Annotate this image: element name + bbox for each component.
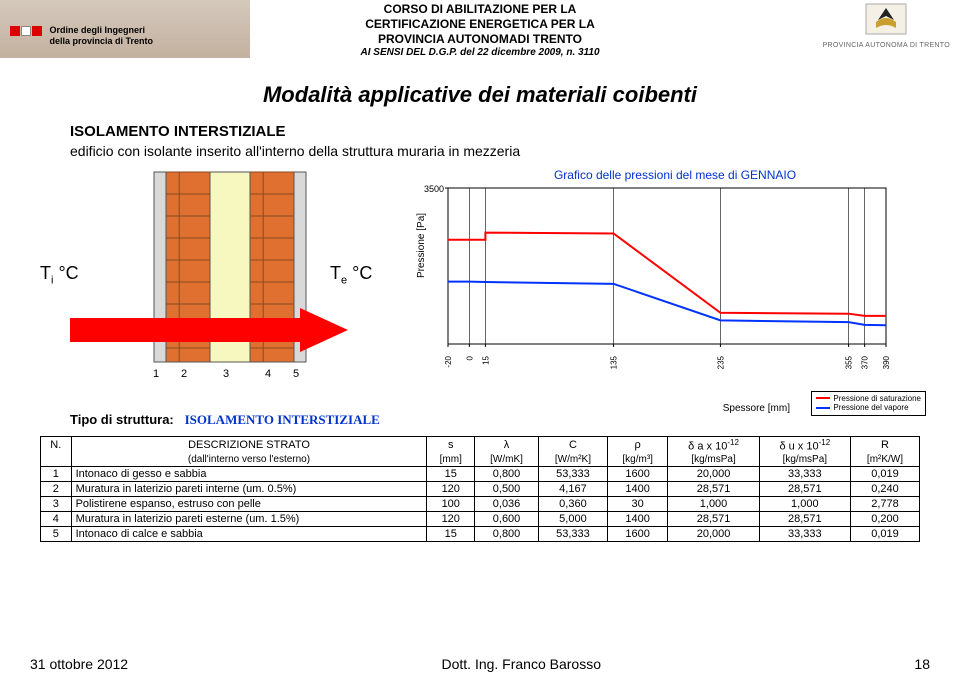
svg-text:15: 15	[481, 355, 490, 364]
svg-text:390: 390	[882, 355, 891, 369]
footer: 31 ottobre 2012 Dott. Ing. Franco Baross…	[0, 656, 960, 672]
layer-numbers: 12345	[150, 368, 305, 380]
subtitle-heading: ISOLAMENTO INTERSTIZIALE	[70, 123, 286, 140]
footer-author: Dott. Ing. Franco Barosso	[441, 656, 601, 672]
diagram-row: Ti °C Te °C 12345 Grafico delle pression…	[0, 168, 960, 408]
wall-diagram: Ti °C Te °C 12345	[40, 168, 410, 388]
logo-right: PROVINCIA AUTONOMA DI TRENTO	[823, 2, 950, 49]
pressure-chart: Grafico delle pressioni del mese di GENN…	[420, 168, 930, 408]
chart-legend: Pressione di saturazione Pressione del v…	[811, 391, 926, 416]
chart-title: Grafico delle pressioni del mese di GENN…	[420, 168, 930, 182]
footer-date: 31 ottobre 2012	[30, 656, 128, 672]
svg-text:235: 235	[716, 355, 725, 369]
chart-xlabel: Spessore [mm]	[723, 403, 790, 414]
svg-text:355: 355	[845, 355, 854, 369]
chart-svg: 3500 -20 0 15 135 235 355 370 390	[420, 184, 920, 379]
layers-table: N.DESCRIZIONE STRATOsλCρδ a x 10-12δ u x…	[40, 436, 920, 543]
header-line3: PROVINCIA AUTONOMADI TRENTO	[0, 32, 960, 47]
logo-right-text: PROVINCIA AUTONOMA DI TRENTO	[823, 42, 950, 49]
header: Ordine degli Ingegneri della provincia d…	[0, 0, 960, 70]
svg-text:3500: 3500	[424, 184, 444, 194]
heat-arrow-icon	[70, 308, 350, 352]
header-line2: CERTIFICAZIONE ENERGETICA PER LA	[0, 17, 960, 32]
subtitle-body: edificio con isolante inserito all'inter…	[70, 143, 520, 159]
header-line4: AI SENSI DEL D.G.P. del 22 dicembre 2009…	[0, 47, 960, 60]
tipo-label: Tipo di struttura:	[70, 412, 174, 427]
slide-title: Modalità applicative dei materiali coibe…	[0, 82, 960, 108]
eagle-icon	[864, 2, 908, 42]
svg-text:0: 0	[465, 355, 474, 360]
header-line1: CORSO DI ABILITAZIONE PER LA	[0, 2, 960, 17]
subtitle: ISOLAMENTO INTERSTIZIALE edificio con is…	[70, 122, 960, 160]
svg-text:-20: -20	[444, 355, 453, 367]
chart-ylabel: Pressione [Pa]	[416, 213, 427, 278]
tipo-value: ISOLAMENTO INTERSTIZIALE	[185, 412, 380, 427]
header-title: CORSO DI ABILITAZIONE PER LA CERTIFICAZI…	[0, 2, 960, 60]
temp-exterior: Te °C	[330, 263, 372, 287]
footer-page: 18	[914, 656, 930, 672]
svg-text:370: 370	[861, 355, 870, 369]
svg-text:135: 135	[610, 355, 619, 369]
temp-interior: Ti °C	[40, 263, 79, 287]
